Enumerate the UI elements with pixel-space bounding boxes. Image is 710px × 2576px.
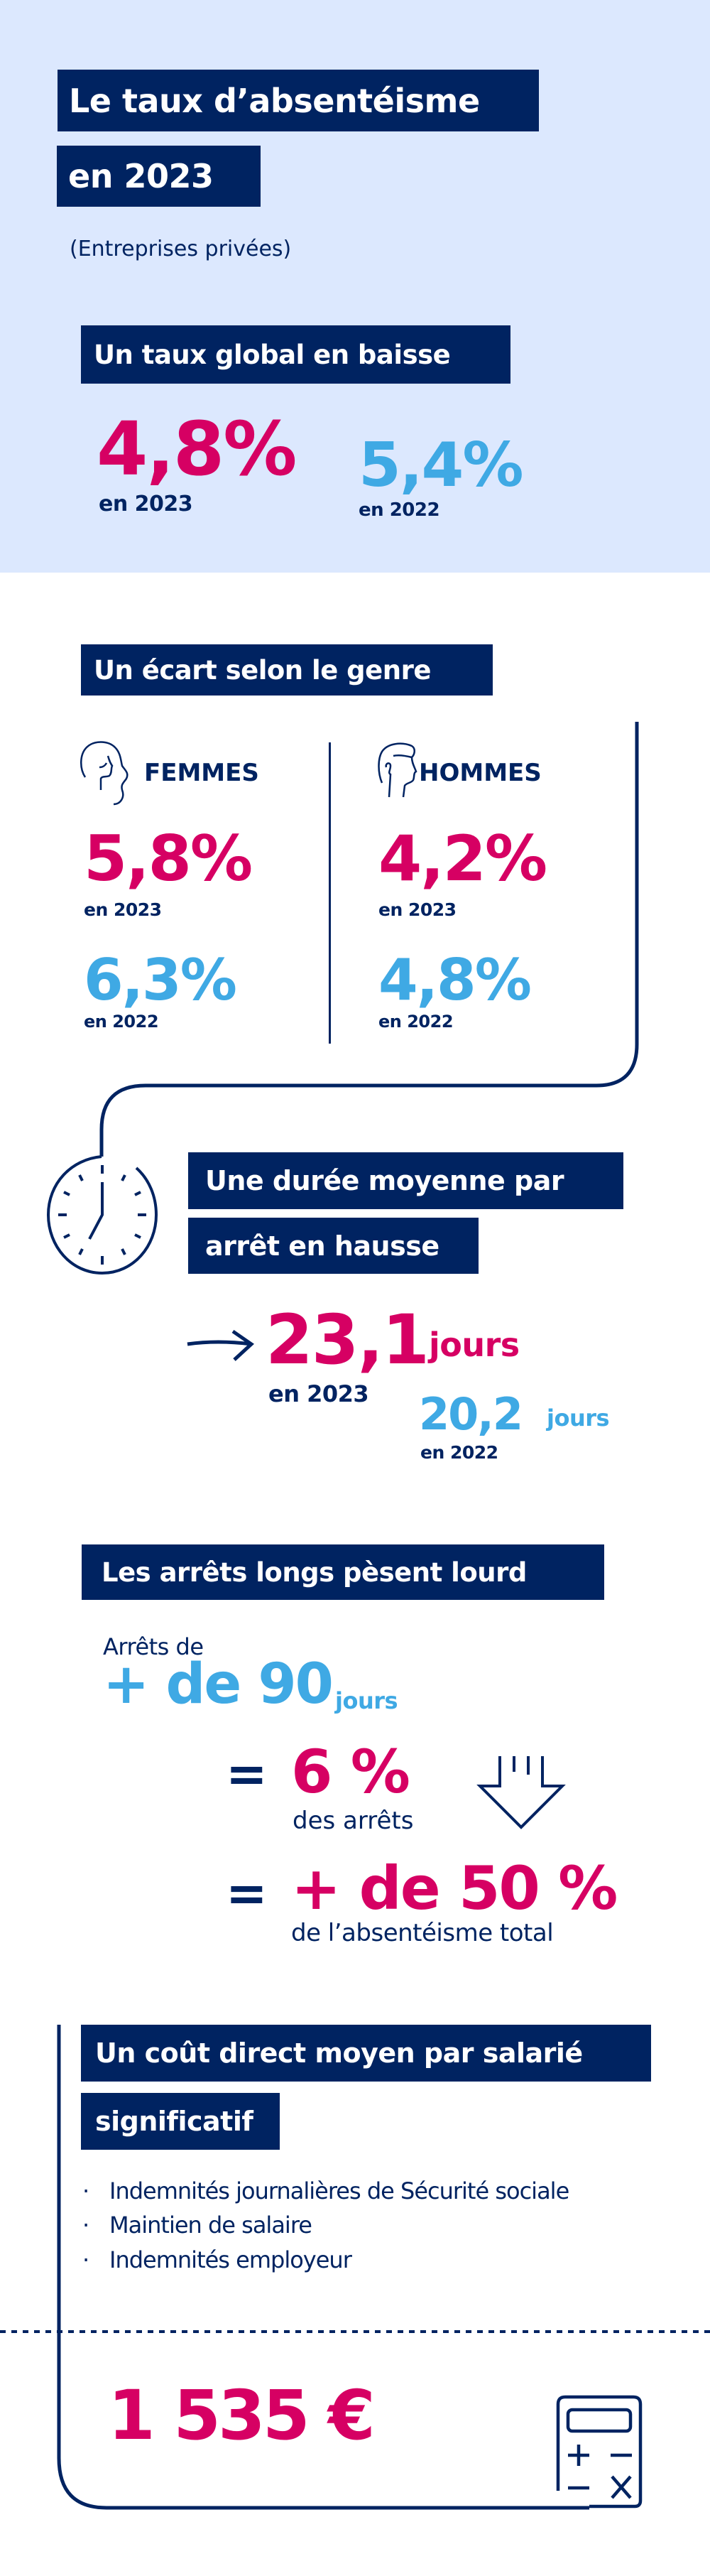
duration-2023-value: 23,1 [266, 1300, 430, 1380]
men-2022-label: en 2022 [378, 1012, 454, 1032]
women-2023-label: en 2023 [84, 899, 162, 920]
women-2022-value: 6,3% [84, 947, 237, 1013]
share-of-leaves-value: 6 % [291, 1737, 410, 1807]
duration-heading-line1-text: Une durée moyenne par [205, 1165, 564, 1196]
man-profile-icon [378, 742, 417, 798]
gender-divider [329, 742, 331, 1044]
cost-heading-line2: significatif [81, 2093, 280, 2150]
duration-2022-value: 20,2 [419, 1388, 523, 1440]
long-leaves-intro: Arrêts de [103, 1633, 204, 1660]
arrow-down-icon [476, 1756, 566, 1829]
men-2023-label: en 2023 [378, 899, 457, 920]
cost-heading-line1-text: Un coût direct moyen par salarié [95, 2037, 583, 2069]
duration-heading-line1: Une durée moyenne par [188, 1152, 623, 1209]
main-title-line2-text: en 2023 [68, 157, 214, 195]
cost-heading-line1: Un coût direct moyen par salarié [81, 2025, 651, 2082]
main-title-line2: en 2023 [57, 146, 261, 207]
duration-2022-label: en 2022 [420, 1442, 498, 1463]
subtitle: (Entreprises privées) [70, 237, 292, 261]
global-rate-2022-label: en 2022 [359, 499, 440, 521]
calculator-icon [556, 2395, 643, 2509]
main-title-line1-text: Le taux d’absentéisme [69, 81, 480, 120]
gender-heading-text: Un écart selon le genre [94, 654, 431, 686]
long-leaves-threshold: + de 90 [103, 1652, 334, 1716]
duration-heading-line2: arrêt en hausse [188, 1218, 479, 1274]
share-of-leaves-caption: des arrêts [293, 1807, 414, 1835]
list-item-text: Maintien de salaire [109, 2212, 312, 2239]
woman-profile-icon [80, 741, 129, 806]
share-of-absenteeism-caption: de l’absentéisme total [291, 1919, 554, 1947]
list-item-text: Indemnités employeur [109, 2246, 352, 2273]
arrow-right-icon [187, 1329, 254, 1361]
duration-2022-unit: jours [547, 1405, 610, 1432]
cost-amount: 1 535 € [108, 2376, 376, 2455]
duration-2023-unit: jours [429, 1326, 520, 1364]
equals-sign-2: = [226, 1864, 268, 1922]
bullet-dot: · [82, 2212, 90, 2239]
global-rate-2022-value: 5,4% [359, 430, 524, 501]
list-item-text: Indemnités journalières de Sécurité soci… [109, 2177, 569, 2204]
men-2023-value: 4,2% [378, 822, 547, 895]
men-2022-value: 4,8% [378, 947, 532, 1013]
long-leaves-heading-text: Les arrêts longs pèsent lourd [102, 1557, 527, 1588]
cost-heading-line2-text: significatif [95, 2106, 253, 2137]
women-2022-label: en 2022 [84, 1012, 159, 1032]
long-leaves-heading: Les arrêts longs pèsent lourd [82, 1544, 604, 1600]
men-label: HOMMES [419, 759, 542, 787]
global-rate-2023-value: 4,8% [97, 406, 297, 492]
main-title-line1: Le taux d’absentéisme [58, 70, 539, 131]
long-leaves-threshold-unit: jours [335, 1687, 398, 1714]
equals-sign-1: = [226, 1745, 268, 1803]
global-rate-heading-text: Un taux global en baisse [94, 339, 451, 370]
women-2023-value: 5,8% [84, 822, 253, 895]
global-rate-2023-label: en 2023 [99, 492, 193, 516]
global-rate-heading: Un taux global en baisse [81, 325, 510, 384]
duration-2023-label: en 2023 [268, 1380, 369, 1407]
share-of-absenteeism-value: + de 50 % [291, 1853, 618, 1923]
bullet-dot: · [82, 2246, 90, 2273]
bullet-dot: · [82, 2177, 90, 2204]
women-label: FEMMES [144, 759, 259, 787]
gender-heading: Un écart selon le genre [81, 644, 493, 696]
clock-icon [46, 1155, 158, 1275]
duration-heading-line2-text: arrêt en hausse [205, 1230, 439, 1262]
